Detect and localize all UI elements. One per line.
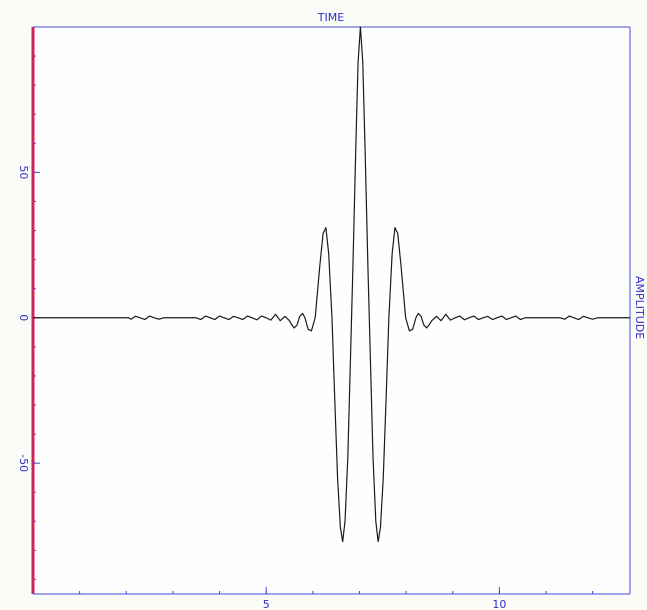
waveform-line xyxy=(33,26,630,543)
y-tick-label: -50 xyxy=(17,454,30,472)
y-tick-label: 50 xyxy=(17,165,30,179)
y-axis-label: AMPLITUDE xyxy=(633,276,646,339)
y-tick-label: 0 xyxy=(17,314,30,321)
chart-title: TIME xyxy=(317,11,344,24)
x-tick-label: 10 xyxy=(492,598,506,610)
series-layer xyxy=(33,26,630,543)
x-tick-label: 5 xyxy=(263,598,270,610)
x-axis-ticks: 5 10 xyxy=(32,587,594,610)
